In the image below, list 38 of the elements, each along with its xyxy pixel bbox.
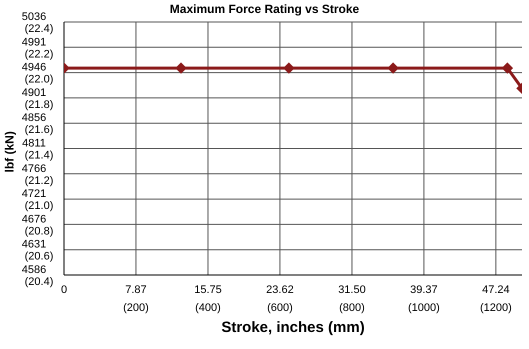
- y2-tick-label: (21.4): [24, 150, 54, 162]
- y-axis-title: lbf (kN): [2, 131, 16, 172]
- x-tick-label: 47.24: [482, 284, 510, 296]
- x-tick-label: 0: [60, 284, 68, 296]
- y2-tick-label: (22.0): [24, 74, 54, 86]
- y-tick-label: 4676: [22, 213, 46, 226]
- y2-tick-label: (22.4): [24, 23, 54, 35]
- x2-tick-label: (600): [267, 302, 293, 314]
- y-tick-label: 5036: [22, 11, 46, 23]
- x2-tick-label: (1000): [408, 302, 440, 314]
- y2-tick-label: (21.6): [24, 124, 54, 136]
- y2-tick-label: (20.4): [24, 276, 54, 288]
- y-tick-label: 4586: [22, 264, 46, 276]
- y2-tick-label: (22.2): [24, 48, 54, 60]
- y2-tick-label: (20.6): [24, 250, 54, 263]
- x-axis-title: Stroke, inches (mm): [221, 319, 365, 336]
- x-tick-label: 31.50: [338, 284, 366, 296]
- y-tick-label: 4721: [22, 188, 46, 200]
- y-tick-label: 4856: [22, 112, 46, 124]
- y2-tick-label: (20.8): [24, 225, 54, 238]
- y-tick-label: 4991: [22, 36, 46, 48]
- x-tick-label: 23.62: [266, 284, 294, 296]
- x2-tick-label: (800): [339, 302, 365, 314]
- y-tick-label: 4811: [22, 138, 46, 150]
- y2-tick-label: (21.8): [24, 98, 54, 111]
- y2-tick-label: (21.0): [24, 200, 54, 212]
- x2-tick-label: (1200): [480, 302, 512, 314]
- y-tick-label: 4901: [22, 86, 46, 99]
- y2-tick-label: (21.2): [24, 174, 54, 187]
- y-tick-label: 4766: [22, 162, 46, 175]
- y-tick-label: 4946: [22, 62, 46, 74]
- x-tick-label: 15.75: [194, 284, 222, 296]
- x-tick-label: 7.87: [125, 284, 147, 296]
- chart-title: Maximum Force Rating vs Stroke: [170, 2, 360, 16]
- y-tick-label: 4631: [22, 238, 46, 251]
- x2-tick-label: (200): [123, 302, 149, 314]
- x-tick-label: 39.37: [410, 284, 438, 296]
- x2-tick-label: (400): [195, 302, 221, 314]
